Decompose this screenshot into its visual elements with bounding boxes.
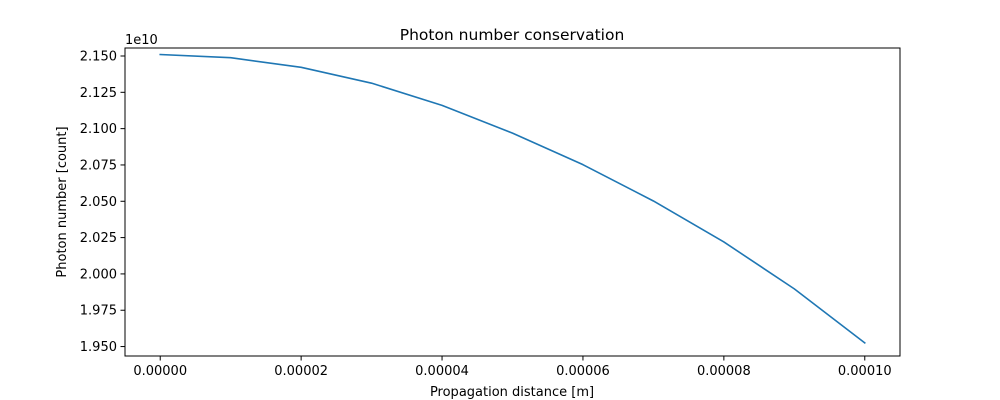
y-axis-label: Photon number [count] <box>55 126 70 277</box>
series-layer <box>159 53 866 345</box>
x-tick-label: 0.00002 <box>274 364 328 379</box>
x-tick-label: 0.00006 <box>556 364 610 379</box>
x-axis-ticks: 0.00000 0.00002 0.00004 0.00006 0.00008 0.000… <box>133 356 892 379</box>
y-tick-label: 2.100 <box>80 122 117 137</box>
x-tick-label: 0.00010 <box>838 364 892 379</box>
series-line-0 <box>159 53 866 345</box>
y-axis-offset-label: 1e10 <box>125 33 158 48</box>
plot-area-frame <box>124 47 901 357</box>
y-tick-label: 2.000 <box>80 267 117 282</box>
y-tick-label: 2.125 <box>80 86 117 101</box>
x-axis-label: Propagation distance [m] <box>430 385 594 400</box>
chart-title: Photon number conservation <box>400 26 625 44</box>
y-tick-label: 1.975 <box>80 304 117 319</box>
x-tick-label: 0.00000 <box>133 364 187 379</box>
y-tick-label: 2.075 <box>80 158 117 173</box>
y-axis-ticks: 1.950 1.975 2.000 2.025 2.050 2.075 2.100 2.125… <box>80 49 125 355</box>
y-tick-label: 2.050 <box>80 195 117 210</box>
y-tick-label: 2.025 <box>80 231 117 246</box>
x-tick-label: 0.00008 <box>697 364 751 379</box>
x-tick-label: 0.00004 <box>415 364 469 379</box>
y-tick-label: 1.950 <box>80 340 117 355</box>
y-tick-label: 2.150 <box>80 49 117 64</box>
